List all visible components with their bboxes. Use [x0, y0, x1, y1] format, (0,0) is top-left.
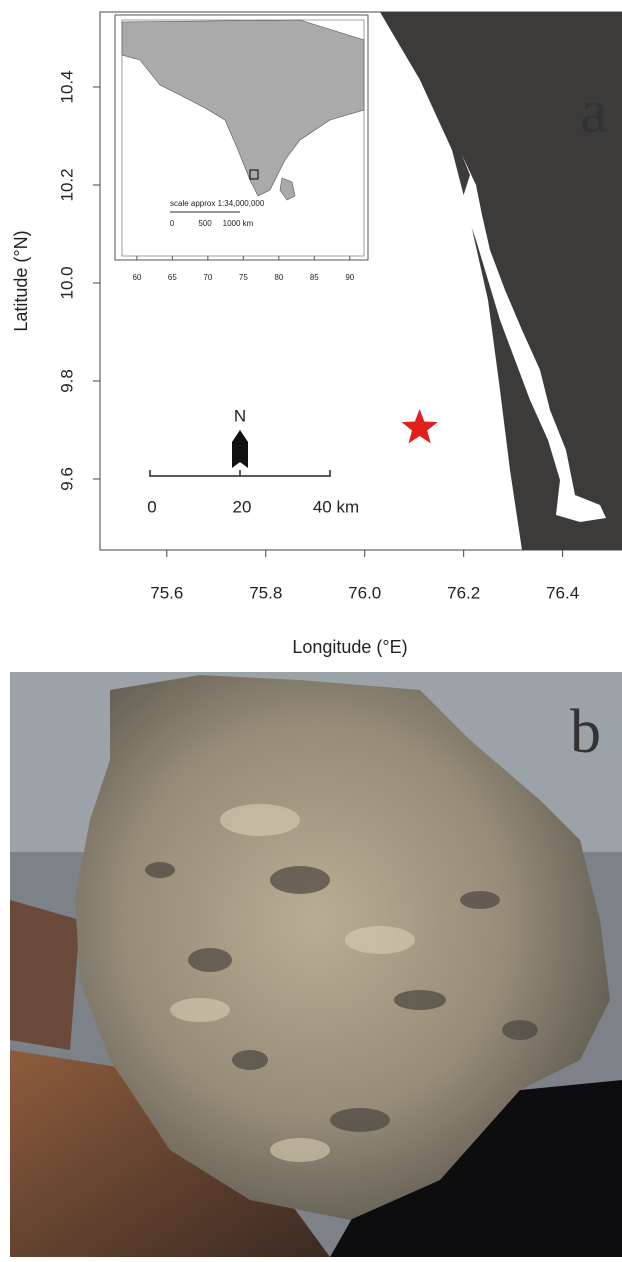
- inset-scale-label: 1000 km: [223, 219, 254, 228]
- inset-x-tick-label: 60: [132, 273, 141, 282]
- inset-x-tick-label: 80: [274, 273, 283, 282]
- inset-x-tick-label: 90: [345, 273, 354, 282]
- inset-scale-label: 0: [170, 219, 175, 228]
- x-tick-label: 76.0: [348, 583, 381, 602]
- north-label: N: [234, 406, 246, 425]
- inset-x-tick-label: 70: [203, 273, 212, 282]
- y-tick-label: 9.6: [57, 467, 76, 491]
- y-tick-label: 9.8: [57, 369, 76, 393]
- photo: [10, 672, 622, 1257]
- figure: a scale approx 1:34,000,000 0 500 1000 k…: [0, 0, 622, 1257]
- x-axis-label: Longitude (°E): [292, 637, 407, 657]
- inset-x-tick-label: 65: [168, 273, 177, 282]
- y-axis-label: Latitude (°N): [11, 230, 31, 331]
- scale-label: 40 km: [313, 497, 359, 516]
- inset-x-tick-label: 75: [239, 273, 248, 282]
- y-tick-label: 10.2: [57, 168, 76, 201]
- y-tick-label: 10.4: [57, 70, 76, 103]
- inset-scale-label: 500: [198, 219, 212, 228]
- x-tick-label: 76.4: [546, 583, 579, 602]
- panel-label: a: [580, 78, 608, 146]
- panel-label: b: [570, 698, 601, 766]
- x-tick-label: 76.2: [447, 583, 480, 602]
- scale-label: 20: [233, 497, 252, 516]
- x-tick-label: 75.8: [249, 583, 282, 602]
- inset-x-tick-label: 85: [310, 273, 319, 282]
- scale-label: 0: [147, 497, 156, 516]
- x-tick-label: 75.6: [150, 583, 183, 602]
- inset-scale-text: scale approx 1:34,000,000: [170, 199, 265, 208]
- y-tick-label: 10.0: [57, 266, 76, 299]
